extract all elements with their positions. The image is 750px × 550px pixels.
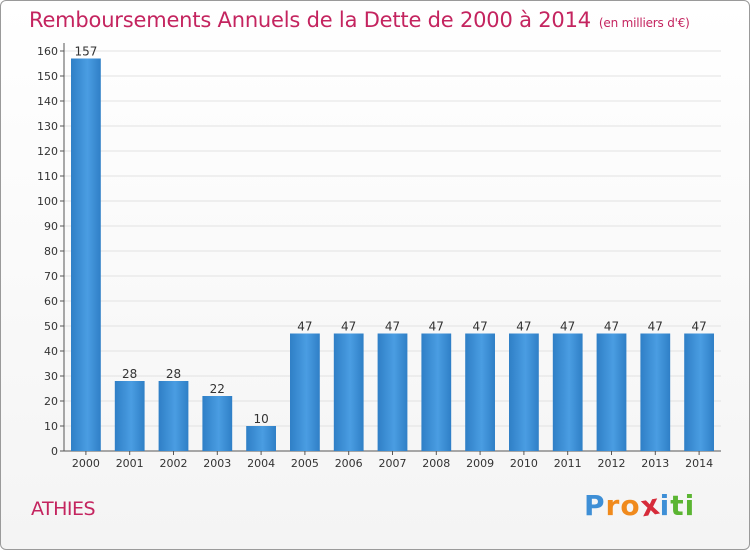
bar-2007 xyxy=(377,333,408,451)
x-tick-label-2002: 2002 xyxy=(160,457,188,470)
x-tick-label-2003: 2003 xyxy=(203,457,231,470)
logo-letter: r xyxy=(605,489,621,522)
y-tick-label: 70 xyxy=(44,270,58,283)
data-label-2002: 28 xyxy=(166,367,181,381)
bar-2006 xyxy=(333,333,364,451)
x-tick-label-2012: 2012 xyxy=(598,457,626,470)
x-tick-label-2011: 2011 xyxy=(554,457,582,470)
data-label-2011: 47 xyxy=(560,320,575,334)
x-tick-label-2000: 2000 xyxy=(72,457,100,470)
x-tick-label-2006: 2006 xyxy=(335,457,363,470)
x-tick-label-2008: 2008 xyxy=(422,457,450,470)
data-label-2000: 157 xyxy=(74,45,97,59)
y-tick-label: 30 xyxy=(44,370,58,383)
y-tick-label: 60 xyxy=(44,295,58,308)
y-tick-label: 80 xyxy=(44,245,58,258)
bar-2003 xyxy=(202,396,233,451)
bar-2010 xyxy=(509,333,539,451)
data-label-2008: 47 xyxy=(429,320,444,334)
logo-letter: t xyxy=(670,489,685,522)
bar-2014 xyxy=(684,333,714,451)
bar-2000 xyxy=(71,58,101,451)
bar-2008 xyxy=(421,333,452,451)
data-label-2014: 47 xyxy=(691,320,706,334)
x-tick-label-2007: 2007 xyxy=(379,457,407,470)
bar-2009 xyxy=(465,333,495,451)
y-tick-label: 120 xyxy=(37,145,58,158)
x-tick-label-2014: 2014 xyxy=(685,457,713,470)
y-tick-label: 10 xyxy=(44,420,58,433)
y-tick-label: 160 xyxy=(37,45,58,58)
y-tick-label: 20 xyxy=(44,395,58,408)
bar-2012 xyxy=(596,333,627,451)
data-label-2001: 28 xyxy=(122,367,137,381)
x-tick-label-2001: 2001 xyxy=(116,457,144,470)
y-tick-label: 50 xyxy=(44,320,58,333)
x-tick-label-2010: 2010 xyxy=(510,457,538,470)
data-label-2004: 10 xyxy=(253,412,268,426)
x-tick-label-2009: 2009 xyxy=(466,457,494,470)
data-label-2003: 22 xyxy=(210,382,225,396)
data-label-2010: 47 xyxy=(516,320,531,334)
bar-2013 xyxy=(640,333,671,451)
y-tick-label: 100 xyxy=(37,195,58,208)
y-tick-label: 140 xyxy=(37,95,58,108)
y-tick-label: 110 xyxy=(37,170,58,183)
y-tick-label: 130 xyxy=(37,120,58,133)
y-tick-label: 0 xyxy=(51,445,58,458)
data-label-2012: 47 xyxy=(604,320,619,334)
data-label-2005: 47 xyxy=(297,320,312,334)
logo-letter: o xyxy=(620,489,641,522)
bar-2005 xyxy=(290,333,320,451)
data-label-2006: 47 xyxy=(341,320,356,334)
bar-2011 xyxy=(552,333,583,451)
logo-letter: P xyxy=(584,489,606,522)
chart-title-text: Remboursements Annuels de la Dette de 20… xyxy=(29,8,591,32)
chart-unit-note: (en milliers d'€) xyxy=(598,16,690,30)
y-tick-label: 150 xyxy=(37,70,58,83)
x-tick-label-2004: 2004 xyxy=(247,457,275,470)
bar-2002 xyxy=(158,381,189,451)
bar-2004 xyxy=(246,426,276,451)
town-name: ATHIES xyxy=(31,498,96,520)
x-tick-label-2013: 2013 xyxy=(641,457,669,470)
x-tick-label-2005: 2005 xyxy=(291,457,319,470)
logo-letter: i xyxy=(684,489,696,522)
bar-2001 xyxy=(114,381,145,451)
y-tick-label: 90 xyxy=(44,220,58,233)
data-label-2007: 47 xyxy=(385,320,400,334)
logo-letter: i xyxy=(659,489,671,522)
data-label-2009: 47 xyxy=(472,320,487,334)
chart-title: Remboursements Annuels de la Dette de 20… xyxy=(29,8,690,32)
data-label-2013: 47 xyxy=(648,320,663,334)
y-tick-label: 40 xyxy=(44,345,58,358)
proxiti-logo: Proxiti xyxy=(584,488,696,524)
